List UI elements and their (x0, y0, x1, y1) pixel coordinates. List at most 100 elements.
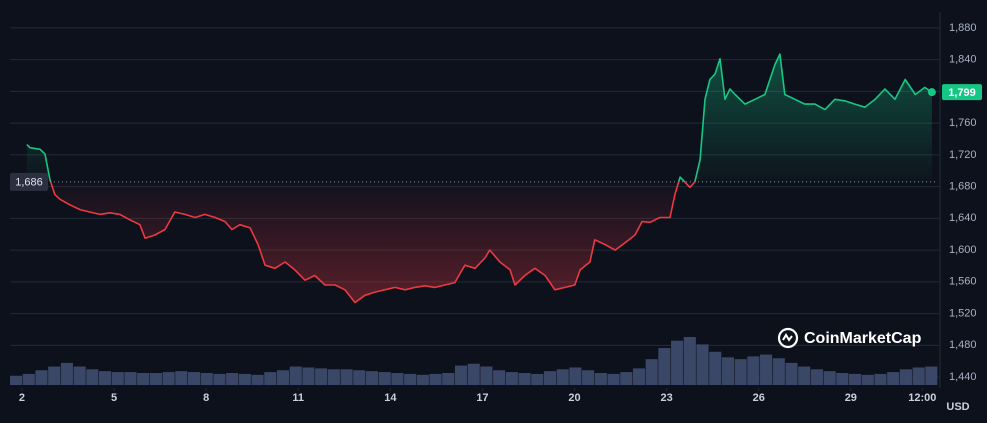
y-tick-label: 1,480 (949, 339, 977, 351)
last-point (927, 88, 936, 97)
volume-bar (874, 373, 887, 385)
logo (777, 327, 799, 349)
y-tick-label: 1,720 (949, 149, 977, 161)
volume-bar (238, 373, 251, 385)
y-tick-label: 1,560 (949, 276, 977, 288)
volume-bar (467, 363, 480, 385)
volume (10, 337, 938, 385)
volume-bar (798, 366, 811, 385)
volume-bar (442, 373, 455, 385)
y-tick-label: 1,600 (949, 244, 977, 256)
x-tick-label: 29 (845, 392, 857, 404)
volume-bar (887, 372, 900, 385)
volume-bar (149, 373, 162, 385)
volume-bar (747, 356, 760, 385)
volume-bar (607, 373, 620, 385)
x-tick-label: 12:00 (908, 392, 936, 404)
volume-bar (518, 373, 531, 385)
x-tick-label: 2 (19, 392, 25, 404)
volume-bar (683, 337, 696, 385)
x-tick-label: 26 (753, 392, 765, 404)
volume-bar (861, 374, 874, 385)
volume-bar (10, 375, 23, 385)
labels: 1,440 1,480 1,520 1,560 1,600 1,640 1,680 1,720… (10, 22, 982, 404)
volume-bar (645, 359, 658, 385)
volume-bar (175, 371, 188, 385)
volume-bar (391, 373, 404, 385)
y-tick-label: 1,840 (949, 54, 977, 66)
volume-bar (734, 359, 747, 385)
volume-bar (124, 372, 137, 385)
volume-bar (632, 368, 646, 385)
last-value-badge (942, 84, 982, 101)
volume-bar (454, 365, 468, 385)
x-tick-label: 23 (661, 392, 673, 404)
volume-bar (620, 372, 633, 385)
volume-bar (772, 358, 785, 385)
currency-label: USD (946, 401, 969, 413)
volume-bar (912, 367, 925, 385)
volume-bar (327, 369, 340, 385)
volume-bar (823, 371, 836, 385)
volume-bar (505, 372, 518, 385)
volume-bar (925, 366, 938, 385)
baseline-label: 1,686 (15, 177, 43, 189)
price-line (26, 53, 933, 304)
volume-bar (849, 373, 862, 385)
volume-bar (251, 374, 264, 385)
x-tick-label: 17 (476, 392, 488, 404)
volume-bar (556, 369, 569, 385)
volume-bar (810, 369, 823, 385)
volume-bar (531, 373, 544, 385)
logo-mark (782, 333, 793, 342)
volume-bar (404, 373, 417, 385)
y-tick-label: 1,640 (949, 212, 977, 224)
watermark: CoinMarketCap (777, 327, 922, 349)
volume-bar (658, 348, 671, 385)
volume-bar (760, 354, 773, 385)
y-tick-label: 1,680 (949, 181, 977, 193)
volume-bar (671, 340, 684, 385)
volume-bar (111, 372, 124, 385)
volume-bar (480, 366, 493, 385)
volume-bar (302, 367, 315, 385)
volume-bar (22, 373, 35, 385)
plot (10, 53, 938, 304)
volume-bar (60, 362, 73, 385)
y-tick-label: 1,880 (949, 22, 977, 34)
volume-bar (836, 373, 849, 385)
last-value-label: 1,799 (948, 87, 976, 99)
volume-bar (721, 357, 735, 385)
volume-bar (353, 370, 366, 385)
volume-bar (340, 369, 353, 385)
volume-bar (429, 373, 442, 385)
volume-bar (162, 372, 175, 385)
volume-bar (35, 370, 48, 385)
volume-bar (48, 366, 61, 385)
area (26, 54, 932, 303)
volume-bar (582, 370, 595, 385)
x-tick-label: 14 (384, 392, 397, 404)
volume-bar (543, 371, 557, 385)
volume-bar (264, 372, 277, 385)
volume-bar (493, 370, 506, 385)
volume-bar (569, 367, 582, 385)
volume-bar (73, 366, 86, 385)
volume-bar (785, 362, 798, 385)
volume-bar (594, 373, 607, 385)
volume-bar (187, 372, 201, 385)
volume-bar (213, 373, 226, 385)
volume-bar (709, 351, 722, 385)
x-tick-label: 11 (292, 392, 304, 404)
volume-bar (899, 369, 912, 385)
volume-bar (315, 368, 328, 385)
volume-bar (98, 371, 112, 385)
volume-bar (200, 373, 213, 385)
x-tick-label: 8 (203, 392, 209, 404)
volume-bar (86, 369, 99, 385)
y-tick-label: 1,440 (949, 371, 977, 383)
volume-bar (137, 373, 150, 385)
x-tick-label: 20 (568, 392, 580, 404)
